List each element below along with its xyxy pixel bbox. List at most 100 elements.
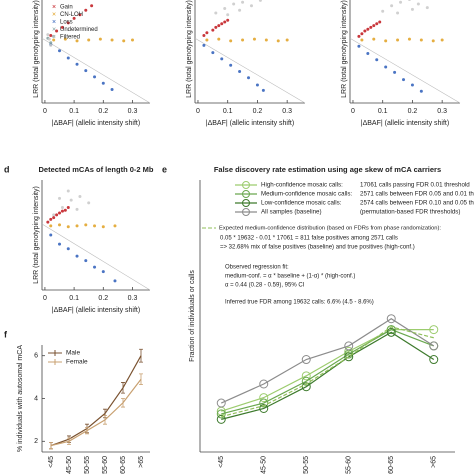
legend-label: Gain: [60, 5, 73, 11]
x-tick-label: 0.1: [223, 108, 233, 115]
x-tick-label: 0: [351, 108, 355, 115]
point: [399, 0, 403, 4]
point: [223, 7, 227, 10]
legend-label: All samples (baseline): [261, 209, 322, 216]
point: [226, 13, 230, 17]
y-tick-label: 2: [34, 438, 38, 445]
point: [101, 270, 105, 274]
point: [384, 39, 388, 43]
point: [110, 38, 114, 42]
legend-marker: [242, 190, 250, 198]
point: [366, 52, 370, 55]
point: [390, 4, 394, 8]
legend-label: Female: [66, 359, 88, 366]
point: [217, 37, 221, 41]
x-axis-label: |ΔBAF| (allelic intensity shift): [206, 120, 294, 127]
x-axis-label: |ΔBAF| (allelic intensity shift): [52, 120, 140, 127]
y-axis-label: LRR (total genotyping intensity): [341, 0, 348, 98]
line: [221, 329, 434, 412]
legend-label: Undetermined: [60, 27, 98, 33]
annotation: Observed regression fit:: [225, 265, 289, 271]
marker: [429, 341, 439, 351]
legend-marker: ×: [52, 11, 56, 18]
x-axis-label: |ΔBAF| (allelic intensity shift): [361, 120, 449, 127]
point: [384, 65, 388, 69]
y-axis-label: % individuals with autosomal mCA: [17, 345, 24, 452]
point: [49, 43, 53, 47]
x-tick-label: 0.1: [378, 108, 388, 115]
x-tick-label: 55-60: [346, 456, 353, 474]
point: [214, 25, 218, 29]
point: [46, 220, 50, 224]
legend-marker: ×: [52, 4, 56, 11]
reference-line: [194, 37, 306, 104]
error-bar: [103, 415, 107, 425]
marker: [386, 314, 396, 324]
x-tick-label: >65: [431, 456, 438, 468]
point: [220, 57, 224, 61]
point: [52, 38, 56, 42]
point: [49, 41, 53, 45]
error-bar: [121, 398, 125, 408]
annotation: 0.05 * 19632 - 0.01 * 17061 = 811 false …: [220, 236, 398, 242]
x-tick-label: 60-65: [388, 456, 395, 474]
point: [276, 39, 280, 43]
point: [223, 20, 227, 24]
point: [66, 56, 70, 60]
point: [419, 89, 423, 93]
panel-label: e: [162, 164, 167, 174]
error-bar: [121, 382, 125, 394]
point: [410, 7, 414, 11]
error-bar: [67, 437, 71, 445]
legend-note: 2571 calls between FDR 0.05 and 0.01 thr…: [360, 191, 474, 198]
point: [84, 259, 88, 263]
legend-label: Male: [66, 350, 80, 357]
line: [221, 328, 434, 415]
y-axis-label: LRR (total genotyping intensity): [33, 0, 40, 98]
x-tick-label: 55-60: [102, 456, 109, 474]
point: [381, 9, 385, 13]
reference-line: [349, 37, 461, 104]
legend-line: [48, 359, 62, 365]
point: [93, 75, 97, 79]
legend-line: [48, 350, 62, 356]
point: [217, 24, 221, 28]
panel-label: d: [4, 164, 10, 174]
x-tick-label: >65: [138, 456, 145, 468]
x-tick-label: 45-50: [261, 456, 268, 474]
point: [372, 37, 376, 41]
point: [47, 37, 51, 41]
point: [440, 38, 444, 42]
point: [93, 224, 97, 228]
point: [264, 38, 268, 42]
point: [84, 69, 88, 73]
point: [261, 88, 265, 92]
point: [393, 70, 397, 74]
point: [396, 11, 400, 15]
point: [360, 38, 364, 42]
point: [60, 209, 64, 213]
point: [52, 213, 56, 217]
y-axis-label: Fraction of individuals or calls: [189, 270, 196, 362]
point: [402, 78, 406, 82]
point: [87, 201, 91, 205]
x-tick-label: 0.3: [437, 108, 447, 115]
point: [101, 81, 105, 85]
point: [407, 37, 411, 41]
error-bar: [139, 348, 143, 363]
point: [232, 2, 236, 6]
point: [90, 4, 94, 8]
point: [229, 63, 233, 67]
point: [375, 58, 379, 62]
legend-note: (permutation-based FDR thresholds): [360, 209, 460, 216]
point: [58, 211, 62, 215]
x-tick-label: 50-55: [303, 456, 310, 474]
point: [66, 247, 70, 251]
point: [366, 27, 370, 31]
marker: [301, 371, 311, 381]
x-tick-label: <45: [48, 456, 55, 468]
point: [60, 206, 64, 209]
marker: [259, 403, 269, 413]
legend-label: CN-LOH: [60, 12, 83, 18]
legend-note: 17061 calls passing FDR 0.01 threshold: [360, 182, 470, 189]
